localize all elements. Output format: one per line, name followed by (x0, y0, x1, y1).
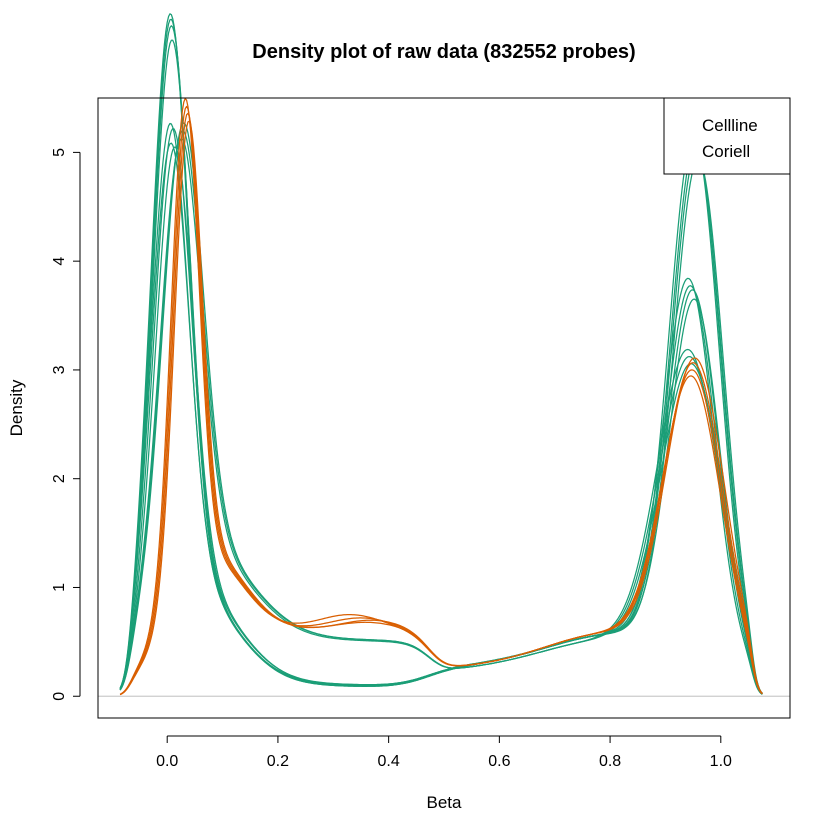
x-tick-label: 0.0 (156, 753, 178, 770)
density-curve-cellline (119, 146, 763, 695)
plot-frame (97, 97, 791, 719)
x-tick-label: 1.0 (710, 753, 732, 770)
density-curves (119, 13, 763, 696)
legend-box (663, 97, 791, 175)
y-tick-label: 1 (51, 583, 68, 592)
x-tick-label: 0.2 (267, 753, 289, 770)
y-axis-label: Density (7, 379, 26, 436)
y-tick-label: 2 (51, 474, 68, 483)
y-tick-label: 3 (51, 365, 68, 374)
density-curve-cellline (119, 138, 763, 694)
legend: Cellline Coriell (663, 97, 791, 175)
x-axis: 0.0 0.2 0.4 0.6 0.8 1.0 (156, 735, 732, 770)
y-tick-label: 4 (51, 257, 68, 266)
x-tick-label: 0.6 (488, 753, 510, 770)
chart-title: Density plot of raw data (832552 probes) (252, 41, 635, 63)
x-tick-label: 0.4 (378, 753, 400, 770)
x-axis-label: Beta (427, 793, 463, 812)
legend-label-coriell: Coriell (702, 142, 750, 161)
x-tick-label: 0.8 (599, 753, 621, 770)
density-curve-coriell (119, 120, 763, 696)
y-tick-label: 5 (51, 148, 68, 157)
y-tick-label: 0 (51, 692, 68, 701)
plot-area (98, 13, 790, 697)
legend-label-cellline: Cellline (702, 116, 758, 135)
y-axis: 0 1 2 3 4 5 (51, 148, 81, 701)
